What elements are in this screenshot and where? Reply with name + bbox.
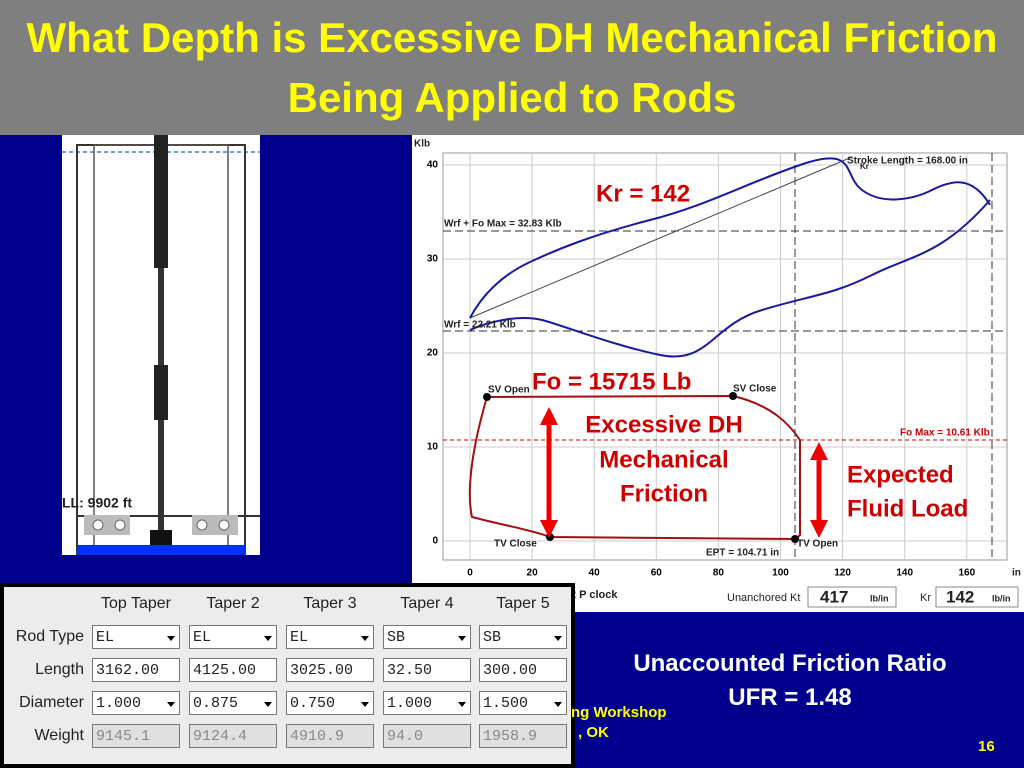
y-tick-label: 10 (427, 442, 439, 453)
ufr-line1: Unaccounted Friction Ratio (633, 650, 947, 677)
row-label: Length (35, 661, 84, 678)
ept: EPT = 104.71 in (706, 548, 779, 559)
dropdown[interactable]: SB (383, 625, 471, 649)
kt-value: 417 (820, 587, 848, 606)
dropdown[interactable]: 0.875 (189, 691, 277, 715)
x-tick-label: 140 (896, 568, 913, 579)
excessive-line: Mechanical (599, 446, 728, 473)
input[interactable]: 300.00 (479, 658, 567, 682)
column-header: Top Taper (101, 595, 171, 612)
y-tick-label: 30 (427, 254, 439, 265)
x-tick-label: 40 (589, 568, 601, 579)
input[interactable]: 94.0 (383, 724, 471, 748)
expected-line: Expected (847, 461, 954, 488)
y-tick-label: 0 (432, 536, 438, 547)
column-header: Taper 5 (496, 595, 550, 612)
row-label: Weight (34, 727, 84, 744)
input[interactable]: 4125.00 (189, 658, 277, 682)
clock-label: 2 P clock (570, 589, 618, 601)
stroke-length: Stroke Length = 168.00 in (847, 156, 968, 167)
footer-location: , OK (578, 724, 609, 741)
dropdown[interactable]: EL (286, 625, 374, 649)
x-tick-label: 120 (834, 568, 851, 579)
x-tick-label: 60 (651, 568, 663, 579)
dropdown[interactable]: SB (479, 625, 567, 649)
tv-close: TV Close (494, 539, 537, 550)
page-number: 16 (978, 738, 995, 755)
dropdown-arrow (458, 702, 466, 711)
wrf-fo-max: Wrf + Fo Max = 32.83 Klb (444, 219, 562, 230)
dropdown-arrow (167, 636, 175, 645)
kr-small: Kr (860, 162, 869, 171)
input[interactable]: 3025.00 (286, 658, 374, 682)
ufr-line2: UFR = 1.48 (728, 684, 852, 711)
dropdown[interactable]: EL (92, 625, 180, 649)
y-tick-label: 40 (427, 160, 439, 171)
dropdown-arrow (264, 636, 272, 645)
kt-label: Unanchored Kt (727, 592, 800, 604)
input[interactable]: 9124.4 (189, 724, 277, 748)
dropdown-arrow (458, 636, 466, 645)
sv-open: SV Open (488, 385, 530, 396)
column-header: Taper 2 (206, 595, 260, 612)
kr-unit: lb/in (992, 593, 1011, 603)
dropdown[interactable]: 0.750 (286, 691, 374, 715)
fo-callout: Fo = 15715 Lb (532, 368, 691, 395)
row-label: Rod Type (15, 628, 84, 645)
expected-line: Fluid Load (847, 495, 968, 522)
dropdown-arrow (554, 636, 562, 645)
sv-close: SV Close (733, 384, 777, 395)
dropdown[interactable]: 1.500 (479, 691, 567, 715)
x-tick-label: 160 (958, 568, 975, 579)
kr-callout: Kr = 142 (596, 180, 690, 207)
wellbore-svg: LL: 9902 ft (62, 135, 260, 556)
kt-unit: lb/in (870, 593, 889, 603)
x-tick-label: 80 (713, 568, 725, 579)
dropdown[interactable]: 1.000 (383, 691, 471, 715)
input[interactable]: 3162.00 (92, 658, 180, 682)
fo-max: Fo Max = 10.61 Klb (900, 428, 990, 439)
dropdown[interactable]: 1.000 (92, 691, 180, 715)
kr-value: 142 (946, 587, 974, 606)
tv-open: TV Open (797, 539, 838, 550)
dropdown-arrow (264, 702, 272, 711)
dyno-chart: Klb in Stroke Length = 168.00 in Kr Wrf … (414, 139, 1021, 608)
taper-table: Top Taper Taper 2 Taper 3 Taper 4 Taper 5 Rod… (0, 583, 575, 768)
y-unit: Klb (414, 139, 430, 150)
dropdown-arrow (361, 636, 369, 645)
dropdown-arrow (361, 702, 369, 711)
slide-title: What Depth is Excessive DH Mechanical Fr… (0, 0, 1024, 135)
x-tick-label: 100 (772, 568, 789, 579)
column-header: Taper 3 (303, 595, 357, 612)
dropdown-arrow (554, 702, 562, 711)
y-tick-label: 20 (427, 348, 439, 359)
x-tick-label: 20 (527, 568, 539, 579)
ll-label: LL: 9902 ft (62, 495, 132, 511)
column-header: Taper 4 (400, 595, 454, 612)
row-label: Diameter (19, 694, 84, 711)
x-unit: in (1012, 568, 1021, 579)
kr-label: Kr (920, 592, 931, 604)
excessive-line: Friction (620, 480, 708, 507)
dropdown-arrow (167, 702, 175, 711)
footer-workshop: ng Workshop (571, 704, 667, 721)
wellbore-diagram: LL: 9902 ft (62, 135, 260, 556)
dropdown[interactable]: EL (189, 625, 277, 649)
input[interactable]: 4910.9 (286, 724, 374, 748)
excessive-line: Excessive DH (585, 411, 742, 438)
wrf: Wrf = 22.21 Klb (444, 320, 516, 331)
input[interactable]: 1958.9 (479, 724, 567, 748)
input[interactable]: 32.50 (383, 658, 471, 682)
dyno-panel: Klb in Stroke Length = 168.00 in Kr Wrf … (412, 135, 1024, 612)
x-tick-label: 0 (467, 568, 473, 579)
input[interactable]: 9145.1 (92, 724, 180, 748)
